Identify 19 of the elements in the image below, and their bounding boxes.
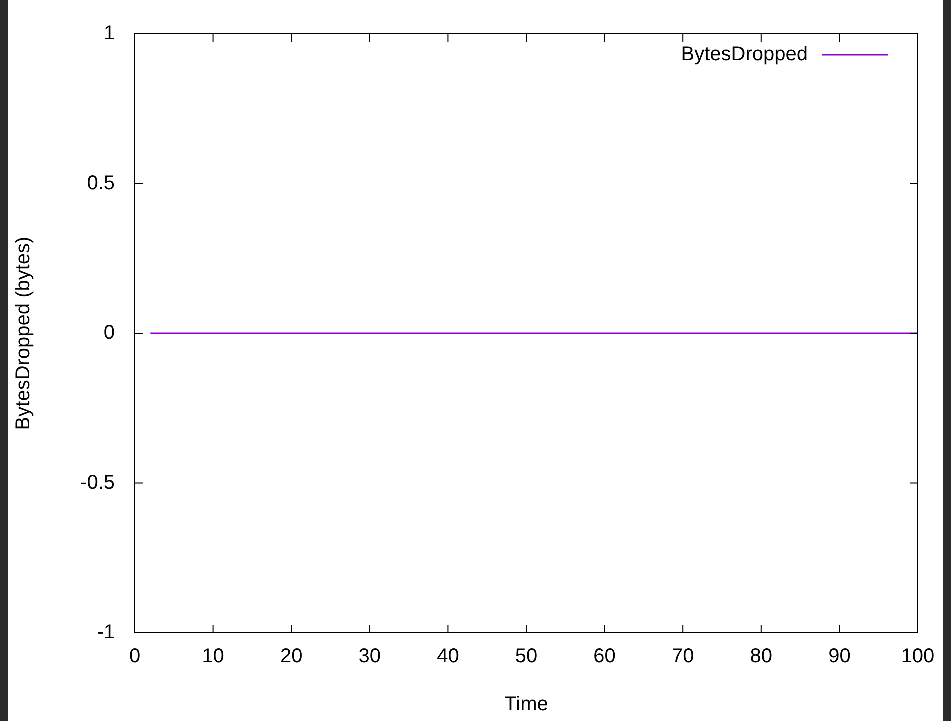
x-tick-label: 70 [672,646,694,668]
x-tick-label: 100 [901,646,935,668]
y-tick-label: 1 [104,22,115,45]
legend-label: BytesDropped [681,44,808,66]
x-tick-label: 40 [437,646,460,668]
y-tick-label: -1 [97,622,115,644]
x-axis-title: Time [504,694,548,716]
x-tick-label: 20 [280,646,303,668]
x-tick-label: 30 [358,646,382,668]
x-tick-label: 80 [750,646,773,668]
x-tick-label: 90 [828,646,851,668]
x-tick-label: 10 [202,646,224,668]
x-tick-label: 50 [515,646,538,668]
y-tick-label: 0.5 [87,172,115,194]
y-tick-label: 0 [104,322,115,344]
y-axis-title: BytesDropped (bytes) [12,236,35,430]
x-tick-label: 60 [594,646,616,668]
x-tick-label: 0 [129,646,141,668]
y-tick-label: -0.5 [80,472,115,494]
